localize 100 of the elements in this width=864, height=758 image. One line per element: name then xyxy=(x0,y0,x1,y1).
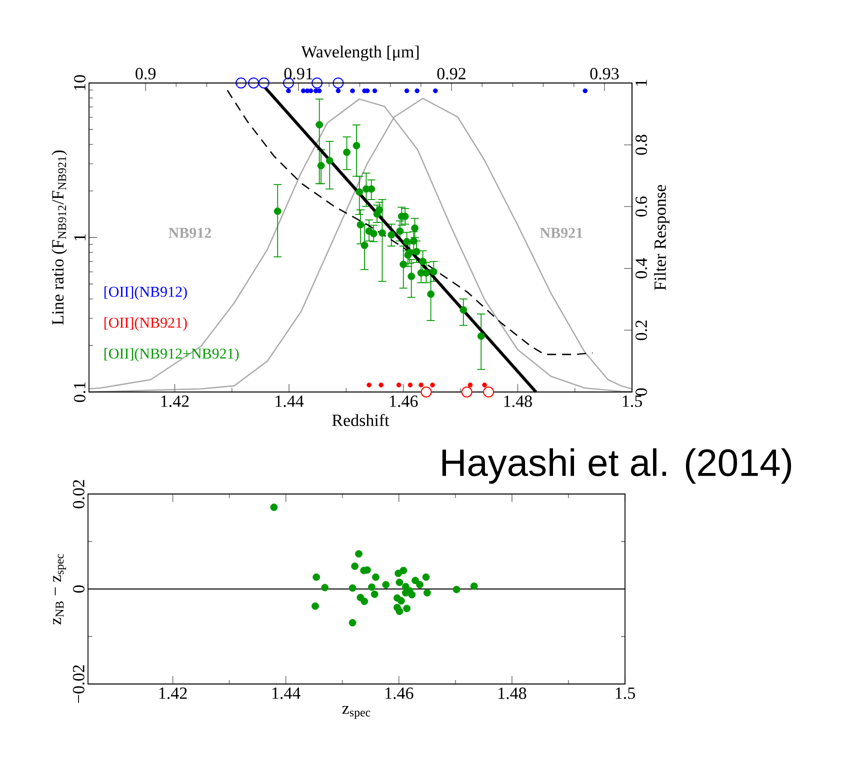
point xyxy=(408,382,413,388)
point xyxy=(360,598,368,606)
point xyxy=(316,121,324,128)
x-tick-label: 1.5 xyxy=(616,688,635,699)
y-axis-title: Line ratio (F$_{NB912}$/F$_{NB921}$) xyxy=(52,150,68,325)
y2-tick-label: 0.6 xyxy=(636,196,648,217)
y2-axis-title: Filter Response xyxy=(654,184,670,290)
y-tick-label: 1 xyxy=(74,234,86,240)
point xyxy=(420,386,432,398)
point xyxy=(336,88,341,94)
x-axis-title: z$_{spec}$ xyxy=(342,706,370,719)
x-tick-label: 1.46 xyxy=(390,396,418,408)
point xyxy=(312,602,319,610)
point xyxy=(412,248,420,256)
point xyxy=(400,260,408,268)
point xyxy=(408,272,416,280)
point xyxy=(416,581,424,588)
point xyxy=(430,268,438,276)
x-tick-label: 1.44 xyxy=(272,688,300,699)
y2-tick-label: 1 xyxy=(636,80,647,86)
point xyxy=(403,604,411,612)
point xyxy=(370,590,378,598)
y-tick-label: 0 xyxy=(72,585,84,593)
point xyxy=(321,584,329,592)
point xyxy=(432,88,438,94)
point xyxy=(368,583,376,591)
point xyxy=(351,562,359,570)
point xyxy=(397,597,405,605)
x-tick-label: 1.5 xyxy=(622,396,642,407)
y-tick-label: −0.02 xyxy=(72,665,84,703)
point xyxy=(396,578,404,586)
point xyxy=(286,88,291,94)
point xyxy=(404,88,410,94)
point xyxy=(356,188,364,196)
point xyxy=(483,386,494,398)
point xyxy=(400,566,408,574)
y2-tick-label: 0.2 xyxy=(636,320,648,340)
point xyxy=(582,88,588,94)
point xyxy=(422,573,430,581)
point xyxy=(396,382,402,388)
x2-tick-label: 0.92 xyxy=(437,68,466,80)
point xyxy=(418,382,424,388)
x-tick-label: 1.48 xyxy=(498,688,526,700)
text: [OII](NB912) xyxy=(104,286,187,300)
point xyxy=(372,573,380,581)
text: Hayashi et al. (2014) xyxy=(442,448,792,484)
point xyxy=(388,231,396,239)
point xyxy=(274,207,282,215)
point xyxy=(378,382,384,388)
y2-tick-label: 0 xyxy=(636,388,648,396)
point xyxy=(460,306,468,314)
point xyxy=(372,88,378,94)
x2-tick-label: 0.93 xyxy=(590,68,619,80)
point xyxy=(427,290,435,298)
point xyxy=(406,248,414,256)
point xyxy=(430,382,435,388)
point xyxy=(422,269,430,277)
x-tick-label: 1.42 xyxy=(159,688,187,700)
point xyxy=(326,157,334,164)
point xyxy=(352,142,360,150)
point xyxy=(300,88,306,94)
x-tick-label: 1.46 xyxy=(386,688,414,700)
point xyxy=(368,185,376,193)
point xyxy=(378,229,386,237)
point xyxy=(482,382,487,388)
text: [OII](NB921) xyxy=(104,317,187,331)
text: [OII](NB912+NB921) xyxy=(104,348,239,362)
point xyxy=(364,566,371,574)
point xyxy=(396,227,404,235)
point xyxy=(350,88,355,94)
point xyxy=(452,586,460,594)
x-axis-title: Redshift xyxy=(332,414,390,426)
x2-tick-label: 0.91 xyxy=(284,68,312,80)
point xyxy=(410,237,418,245)
point xyxy=(312,573,320,581)
point xyxy=(396,608,404,616)
point xyxy=(370,230,378,238)
point xyxy=(348,619,356,626)
y2-tick-label: 0.8 xyxy=(636,134,648,155)
point xyxy=(355,550,362,558)
x-tick-label: 1.44 xyxy=(276,396,304,407)
x-tick-label: 1.48 xyxy=(504,396,532,408)
x-tick-label: 1.42 xyxy=(161,396,189,408)
point xyxy=(468,382,473,388)
point xyxy=(348,584,356,592)
point xyxy=(461,386,472,398)
x2-tick-label: 0.9 xyxy=(136,68,156,80)
point xyxy=(366,382,372,388)
point xyxy=(412,576,419,584)
point xyxy=(414,88,420,94)
point xyxy=(312,77,323,88)
annotation: NB921 xyxy=(540,228,582,238)
point xyxy=(419,258,427,266)
point xyxy=(477,332,485,340)
point xyxy=(317,162,325,170)
y-tick-label: 0.1 xyxy=(74,382,86,402)
point xyxy=(360,242,368,250)
annotation: NB912 xyxy=(168,228,212,238)
point xyxy=(356,221,364,228)
point xyxy=(470,582,478,590)
